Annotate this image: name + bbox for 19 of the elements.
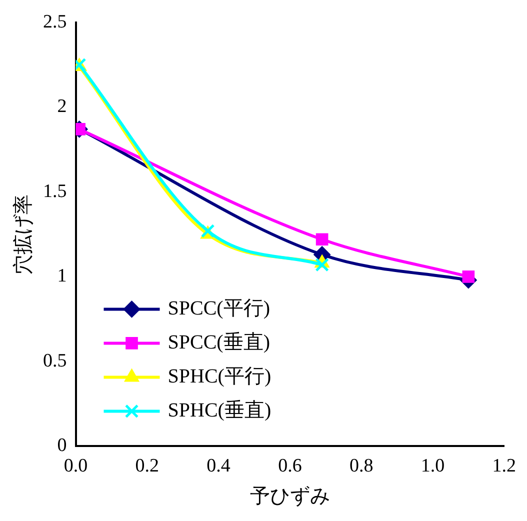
y-tick-label: 1 bbox=[57, 266, 67, 287]
x-tick-label: 1.2 bbox=[492, 456, 516, 477]
legend-label: SPCC(平行) bbox=[168, 297, 270, 320]
x-tick-label: 0.6 bbox=[278, 456, 302, 477]
x-tick-label: 0.8 bbox=[349, 456, 374, 477]
x-tick-label: 0.2 bbox=[135, 456, 160, 477]
y-tick-label: 1.5 bbox=[43, 180, 67, 202]
x-tick-label: 1.0 bbox=[420, 456, 445, 477]
x-tick-label: 0.0 bbox=[64, 456, 88, 477]
y-tick-label: 2 bbox=[57, 96, 67, 118]
legend-label: SPHC(平行) bbox=[168, 365, 272, 388]
y-tick-label: 2.5 bbox=[43, 11, 67, 32]
y-tick-label: 0 bbox=[57, 435, 67, 456]
legend-label: SPHC(垂直) bbox=[168, 399, 272, 422]
y-axis-title: 穴拡げ率 bbox=[12, 194, 34, 274]
x-tick-label: 0.4 bbox=[206, 456, 231, 477]
legend-label: SPCC(垂直) bbox=[168, 331, 270, 354]
x-axis-title: 予ひずみ bbox=[250, 485, 330, 508]
y-tick-label: 0.5 bbox=[43, 350, 67, 372]
